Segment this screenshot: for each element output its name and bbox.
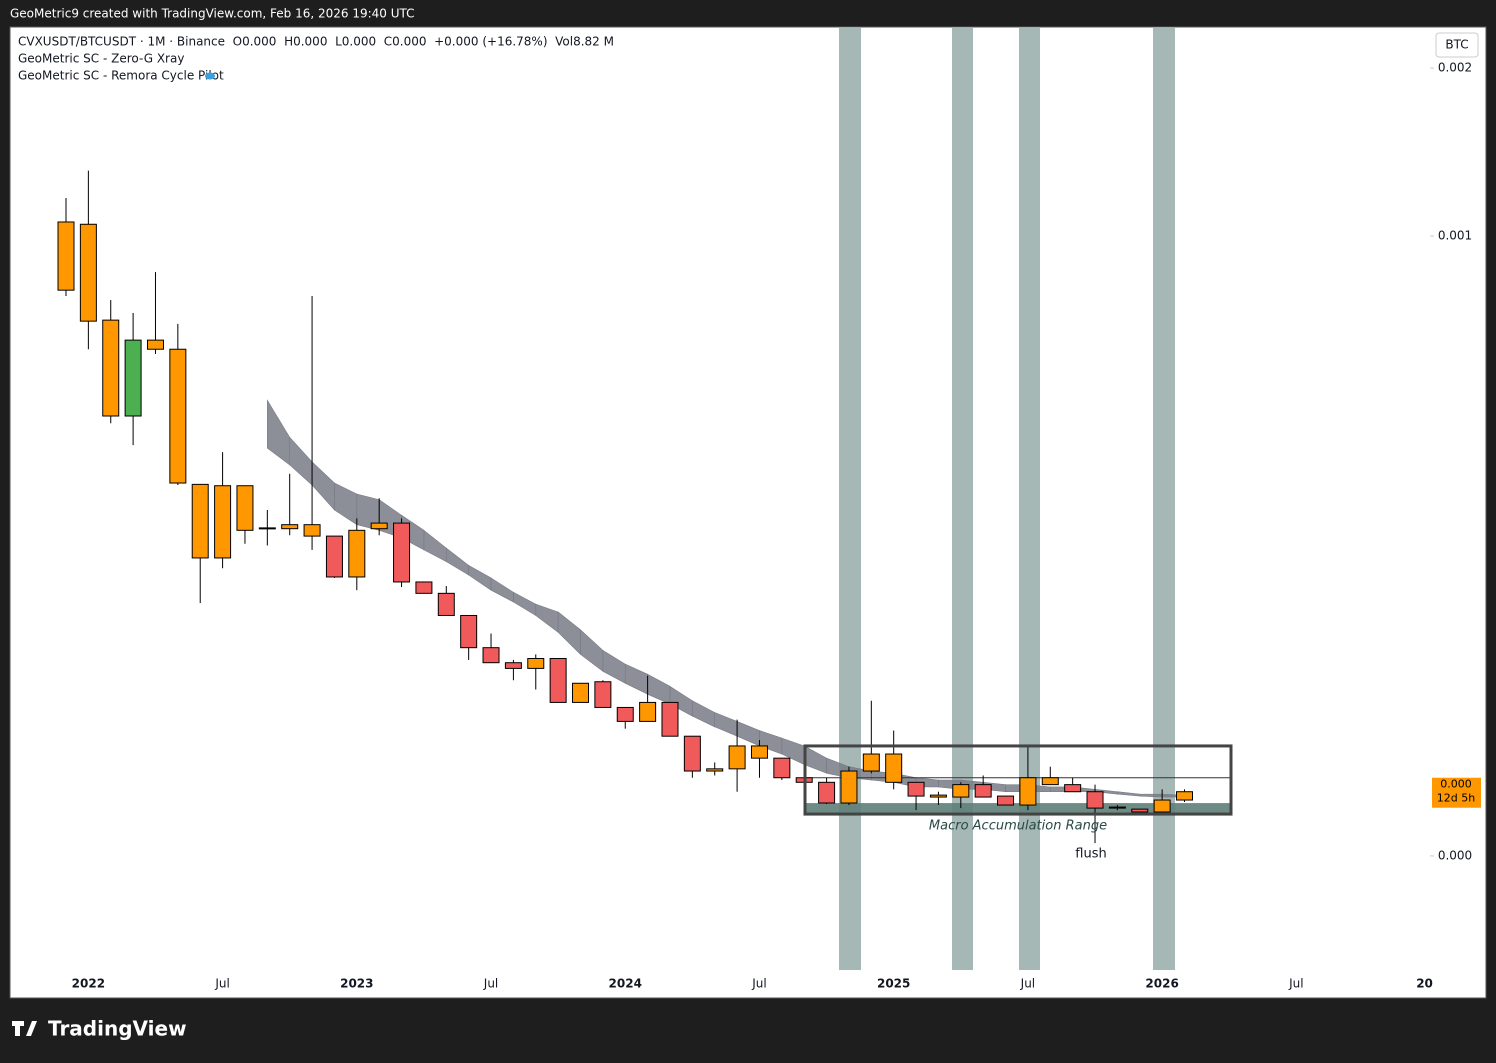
candle-body [750, 745, 768, 759]
x-tick-label: 2024 [609, 977, 642, 991]
x-tick-label: 2022 [72, 977, 105, 991]
candle-body [325, 535, 343, 578]
candle-body [683, 735, 701, 772]
y-tick-label: 0.002 [1438, 61, 1472, 75]
candle-body [527, 658, 545, 669]
candle-body [370, 522, 388, 530]
candle-body [840, 770, 858, 804]
candle-body [393, 522, 411, 583]
candle-body [818, 781, 836, 804]
candle-body [907, 781, 925, 797]
x-tick-label: 2023 [340, 977, 373, 991]
candle-body [661, 701, 679, 737]
candle-body [929, 794, 947, 798]
candle-body [146, 339, 164, 350]
candle-body [1086, 791, 1104, 809]
candle-body [102, 319, 120, 417]
candle-body [706, 768, 724, 772]
candle-body [236, 485, 254, 531]
candle-body [258, 527, 276, 530]
candle-body [773, 757, 791, 779]
currency: BTC [1445, 38, 1468, 52]
candle-body [79, 223, 97, 322]
candle-body [124, 339, 142, 417]
indicator-name: GeoMetric SC - Remora Cycle Pilot [18, 69, 224, 83]
x-tick-label: Jul [1288, 977, 1303, 991]
candle-body [169, 348, 187, 484]
footer-logo: TradingView [48, 1017, 187, 1041]
range-box [803, 744, 1233, 816]
candle-body [437, 592, 455, 616]
candle-body [997, 795, 1015, 806]
candle-body [504, 662, 522, 669]
candle-body [616, 706, 634, 722]
candle-body [974, 784, 992, 798]
candle-body [1131, 808, 1149, 813]
candle-body [1153, 799, 1171, 813]
fish-icon [205, 72, 215, 80]
x-tick-label: 2026 [1145, 977, 1178, 991]
candle-body [639, 701, 657, 722]
candle-body [303, 524, 321, 537]
x-tick-label: Jul [1020, 977, 1035, 991]
cycle-band [952, 28, 973, 970]
candle-body [1019, 777, 1037, 806]
range-label: Macro Accumulation Range [929, 819, 1107, 834]
cycle-bands [839, 28, 1175, 970]
candle-body [885, 753, 903, 783]
currency-button[interactable] [1435, 32, 1479, 58]
cycle-band [1019, 28, 1040, 970]
candle-body [549, 658, 567, 703]
candle-body [191, 483, 209, 559]
candle-body [482, 647, 500, 664]
candle-body [728, 745, 746, 770]
header: GeoMetric9 created with TradingView.com,… [10, 7, 415, 21]
candle-body [1041, 777, 1059, 786]
candle-body [460, 614, 478, 649]
annotation: flush [1075, 847, 1106, 862]
candle-body [1176, 791, 1193, 801]
y-tick-label: 0.001 [1438, 229, 1472, 243]
candle-body [57, 221, 75, 291]
candle-body [1108, 806, 1126, 809]
cycle-band [1153, 28, 1175, 970]
range-base [805, 803, 1231, 815]
price-tag-countdown: 12d 5h [1437, 792, 1475, 805]
candle-body [348, 529, 366, 578]
candle-body [862, 753, 880, 772]
candle-body [952, 784, 970, 798]
candle-body [281, 524, 299, 530]
chart-panel [9, 26, 1487, 999]
x-tick-label: 2025 [877, 977, 910, 991]
symbol-line: CVXUSDT/BTCUSDT · 1M · Binance O0.000 H0… [18, 35, 614, 49]
cycle-band [839, 28, 861, 970]
plot: Macro Accumulation Range flush [57, 170, 1233, 862]
price-tag-label: 0.000 [1440, 778, 1472, 791]
indicator-name: GeoMetric SC - Zero-G Xray [18, 52, 184, 66]
candle-body [1064, 784, 1082, 793]
y-tick-label: 0.000 [1438, 848, 1472, 862]
candle-body [572, 682, 590, 703]
x-tick-label: Jul [751, 977, 766, 991]
x-tick-label: 20 [1416, 977, 1433, 991]
candle-body [594, 681, 612, 708]
x-tick-label: Jul [483, 977, 498, 991]
x-tick-label: Jul [214, 977, 229, 991]
candle-body [415, 581, 433, 594]
logo-icon [12, 1021, 37, 1036]
candle-body [214, 485, 232, 559]
price-tag [1432, 777, 1481, 808]
